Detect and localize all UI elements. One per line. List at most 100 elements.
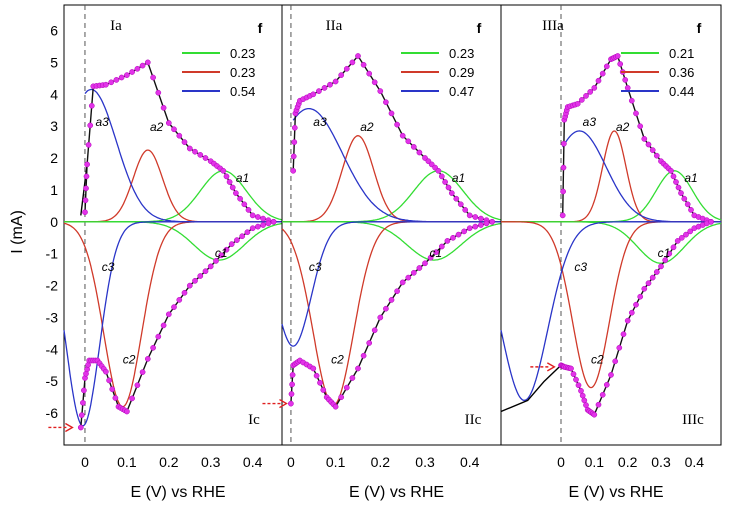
cathodic-sum-point — [349, 375, 356, 381]
cathodic-sum-point — [653, 269, 660, 275]
x-tick-label: 0 — [557, 454, 565, 470]
anodic-sum-point — [559, 212, 566, 219]
anodic-sum-point — [560, 188, 566, 195]
anodic-sum-point — [595, 77, 602, 84]
cathodic-sum-point — [192, 277, 198, 284]
y-axis-title: I (mA) — [9, 210, 26, 254]
y-tick-label: 4 — [50, 86, 58, 102]
cathodic-sum-point — [595, 401, 602, 408]
curve-label-a3: a3 — [313, 115, 327, 129]
cathodic-sum-point — [427, 254, 434, 261]
anodic-sum-point — [83, 173, 90, 180]
anodic-sum-point — [410, 144, 417, 150]
cathodic-sum-point — [207, 263, 214, 270]
cathodic-sum-point — [155, 333, 162, 340]
anodic-sum-point — [245, 207, 252, 213]
anodic-sum-point — [83, 185, 89, 192]
cathodic-sum-point — [234, 237, 240, 243]
anodic-sum-point — [233, 190, 239, 196]
anodic-sum-point — [578, 97, 585, 103]
anodic-sum-line — [562, 55, 712, 223]
anodic-component-a3 — [84, 88, 282, 223]
legend-value: 0.44 — [669, 84, 694, 99]
cathodic-sum-line — [560, 221, 712, 416]
cathodic-component-c3 — [63, 221, 282, 427]
cathodic-sum-point — [197, 273, 204, 279]
y-tick-label: 1 — [50, 182, 58, 198]
anodic-sum-point — [445, 184, 452, 191]
anodic-sum-point — [327, 81, 333, 88]
x-tick-label: 0.1 — [117, 454, 137, 470]
cathodic-sum-point — [355, 365, 361, 372]
cathodic-sum-point — [80, 399, 86, 406]
y-tick-label: -4 — [46, 341, 59, 357]
cathodic-sum-point — [461, 228, 467, 235]
anodic-sum-point — [591, 85, 598, 91]
anodic-sum-point — [310, 91, 317, 98]
cathodic-sum-point — [320, 387, 327, 393]
anodic-sum-point — [223, 173, 230, 180]
cathodic-sum-point — [478, 222, 484, 228]
curve-label-a2: a2 — [150, 120, 164, 134]
anodic-sum-point — [435, 167, 442, 174]
anodic-sum-point — [150, 74, 156, 81]
anodic-sum-point — [599, 70, 606, 77]
panel-3: 0 0.1 0.2 0.3 0.4 E (V) vs RHE IIIa IIIc a1 a2 a3 c… — [500, 4, 722, 501]
anodic-sum-point — [255, 214, 261, 220]
cathodic-sum-point — [244, 229, 251, 236]
anodic-sum-point — [668, 167, 674, 174]
curve-label-c2: c2 — [591, 353, 604, 367]
cathodic-component-c2 — [63, 221, 282, 408]
cathodic-sum-point — [399, 279, 406, 286]
anodic-sum-point — [448, 190, 455, 196]
cathodic-sum-point — [249, 225, 256, 232]
cathodic-sum-point — [578, 387, 584, 394]
panel-bottom-label: IIIc — [682, 412, 704, 428]
panel-2: 0 0.1 0.2 0.3 0.4 E (V) vs RHE IIa IIc a1 a2 a3 c1 c… — [262, 4, 502, 501]
cathodic-sum-point — [213, 258, 219, 264]
x-axis-title: E (V) vs RHE — [130, 484, 225, 501]
anodic-sum-point — [587, 89, 594, 95]
anodic-sum-point — [241, 201, 248, 208]
anodic-sum-point — [88, 102, 95, 109]
anodic-sum-point — [453, 195, 460, 202]
anodic-sum-point — [649, 147, 656, 153]
cathodic-sum-point — [637, 293, 644, 300]
curve-label-a1: a1 — [684, 171, 697, 185]
cathodic-sum-point — [581, 397, 588, 404]
cathodic-sum-line — [290, 221, 493, 408]
anodic-sum-point — [165, 120, 172, 126]
x-tick-label: 0.4 — [460, 454, 480, 470]
cathodic-sum-point — [405, 274, 412, 281]
anodic-sum-point — [670, 173, 677, 180]
cathodic-sum-point — [568, 365, 574, 372]
anodic-sum-point — [561, 140, 567, 147]
legend-value: 0.54 — [230, 84, 255, 99]
x-tick-label: 0 — [81, 454, 89, 470]
cathodic-sum-point — [620, 331, 627, 338]
x-tick-label: 0.1 — [585, 454, 605, 470]
anodic-sum-point — [394, 121, 400, 128]
cathodic-sum-point — [78, 412, 85, 418]
curve-label-c3: c3 — [102, 260, 115, 274]
anodic-sum-point — [355, 53, 361, 59]
anodic-sum-point — [478, 215, 484, 222]
x-axis-title: E (V) vs RHE — [349, 484, 444, 501]
cathodic-component-c1 — [501, 221, 722, 264]
x-tick-label: 0.1 — [326, 454, 346, 470]
arrow-marker-head — [65, 422, 74, 433]
anodic-sum-point — [171, 126, 177, 133]
anodic-sum-point — [186, 145, 193, 152]
anodic-sum-point — [181, 139, 188, 145]
cathodic-sum-point — [489, 218, 495, 225]
cathodic-sum-point — [388, 297, 395, 303]
cathodic-sum-point — [144, 356, 151, 362]
measured-segment — [500, 364, 562, 413]
anodic-sum-point — [462, 207, 469, 213]
y-tick-label: -6 — [46, 405, 59, 421]
anodic-sum-point — [371, 79, 378, 86]
cathodic-sum-point — [260, 222, 266, 228]
cathodic-sum-point — [570, 371, 577, 377]
y-tick-label: 2 — [50, 150, 58, 166]
cathodic-sum-point — [649, 274, 656, 281]
